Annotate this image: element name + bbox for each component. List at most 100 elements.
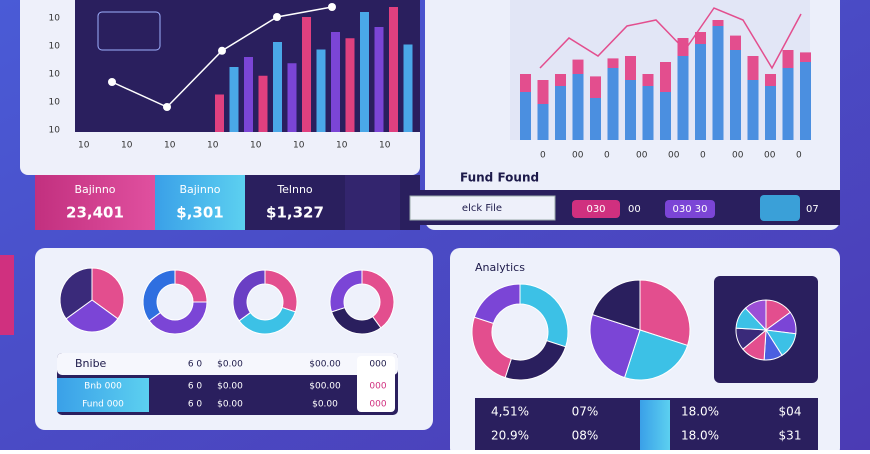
bar — [695, 32, 706, 44]
kpi-label: Bajinno — [179, 183, 220, 196]
bar — [765, 74, 776, 86]
bar — [360, 12, 369, 132]
donut-slice — [473, 283, 521, 324]
kpi-tile — [35, 175, 155, 230]
x-tick-label: 00 — [636, 151, 648, 161]
kpi-value: 23,401 — [66, 204, 124, 222]
pie-slice — [59, 267, 93, 320]
x-tick-label: 10 — [121, 141, 133, 151]
bar — [316, 49, 326, 132]
table-cell-text: 6 0 — [188, 400, 203, 410]
bar — [520, 92, 531, 140]
donut-slice — [329, 269, 363, 313]
bar — [782, 68, 794, 140]
table-cell-text: $31 — [779, 429, 802, 443]
bar — [572, 74, 584, 140]
pie-slice — [589, 313, 641, 379]
x-tick-label: 00 — [572, 151, 584, 161]
table-cell — [357, 356, 395, 412]
bar — [273, 42, 282, 132]
bar — [800, 62, 811, 140]
line-point — [163, 103, 171, 111]
bar — [712, 20, 724, 26]
bar — [625, 56, 636, 80]
x-tick-label: 00 — [668, 151, 680, 161]
line-point — [328, 3, 336, 11]
x-tick-label: 10 — [78, 141, 90, 151]
toolbar-text: 030 — [586, 204, 605, 215]
y-tick-label: 10 — [49, 42, 61, 52]
bar — [607, 68, 619, 140]
y-tick-label: 10 — [49, 98, 61, 108]
pill[interactable] — [665, 200, 715, 218]
donut-slice — [142, 269, 176, 322]
table-cell — [640, 400, 670, 450]
icon — [97, 11, 161, 51]
bar — [607, 58, 619, 68]
bar — [215, 94, 224, 132]
table-cell-text: 000 — [369, 382, 386, 392]
table-cell-text: 18.0% — [681, 405, 719, 419]
bar — [712, 26, 724, 140]
bar — [555, 86, 566, 140]
toolbar-text: elck File — [462, 203, 502, 214]
pill[interactable] — [572, 200, 620, 218]
y-tick-label: 10 — [49, 70, 61, 80]
table-cell-text: 07% — [572, 405, 599, 419]
table-cell — [57, 378, 149, 412]
table-cell-text: 000 — [369, 400, 386, 410]
table-cell-text: $0.00 — [217, 400, 243, 410]
x-tick-label: 10 — [379, 141, 391, 151]
chart-title: Analytics — [475, 261, 525, 274]
line-point — [273, 13, 281, 21]
kpi-value: $,301 — [176, 204, 223, 222]
bar — [537, 104, 549, 140]
bar — [765, 86, 776, 140]
bar — [677, 56, 689, 140]
bar — [389, 7, 398, 132]
bar — [302, 17, 311, 132]
x-tick-label: 0 — [700, 151, 706, 161]
table-cell-text: 6 0 — [188, 382, 203, 392]
table-cell-text: $04 — [779, 405, 802, 419]
toolbar-text: 030 30 — [673, 204, 708, 215]
line-point — [108, 78, 116, 86]
bar — [331, 32, 340, 132]
table-cell-text: $0.00 — [312, 400, 338, 410]
bar — [403, 44, 413, 132]
pie-slice — [744, 299, 767, 332]
bar — [555, 74, 566, 86]
kpi-value: $1,327 — [266, 204, 324, 222]
bar — [345, 38, 355, 132]
bar — [258, 75, 268, 132]
pie-slice — [65, 299, 119, 333]
x-tick-label: 00 — [732, 151, 744, 161]
table-cell-text: 20.9% — [491, 429, 529, 443]
icon-button[interactable] — [760, 195, 800, 221]
y-tick-label: 10 — [49, 126, 61, 136]
kpi-label: Bajinno — [74, 183, 115, 196]
bar — [782, 50, 794, 68]
donut-slice — [361, 269, 395, 329]
donut-slice — [148, 301, 208, 335]
table-header — [57, 353, 398, 375]
x-tick-label: 0 — [604, 151, 610, 161]
table-cell-text: 4,51% — [491, 405, 529, 419]
bar — [730, 50, 741, 140]
bar — [520, 74, 531, 92]
side-strip — [0, 255, 14, 335]
line-point — [218, 46, 226, 55]
bar — [287, 63, 297, 132]
pie-slice — [623, 329, 689, 381]
bar — [374, 27, 384, 132]
table-cell-text: $0.00 — [217, 382, 243, 392]
pie-slice — [591, 279, 641, 331]
bar — [229, 67, 239, 132]
table-cell-text: $0.00 — [217, 360, 243, 370]
bar — [642, 86, 654, 140]
x-tick-label: 10 — [207, 141, 219, 151]
button[interactable] — [409, 195, 556, 221]
x-tick-label: 0 — [796, 151, 802, 161]
table-cell-text: $00.00 — [309, 360, 341, 370]
